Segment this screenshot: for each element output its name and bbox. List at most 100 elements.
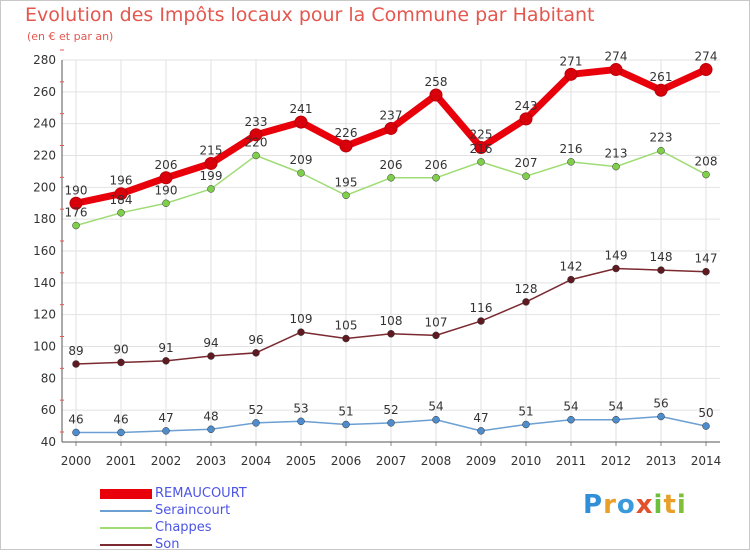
data-label-chappes: 208 [695, 155, 718, 169]
x-tick-label: 2009 [466, 454, 497, 468]
y-tick-label: 200 [33, 180, 56, 194]
data-point-chappes [522, 172, 530, 180]
y-tick-label: 160 [33, 244, 56, 258]
data-point-son [117, 358, 125, 367]
legend-label-seraincourt: Seraincourt [155, 503, 231, 518]
legend-label-chappes: Chappes [155, 520, 212, 535]
data-label-son: 94 [203, 336, 218, 350]
chart-subtitle: (en € et par an) [27, 30, 114, 43]
data-label-seraincourt: 47 [158, 411, 173, 425]
data-label-son: 105 [335, 319, 358, 333]
data-label-remaucourt: 274 [695, 50, 718, 64]
data-label-chappes: 223 [650, 131, 673, 145]
legend-swatch-chappes [100, 527, 152, 529]
data-label-seraincourt: 47 [473, 411, 488, 425]
data-label-son: 147 [695, 252, 718, 266]
data-point-son [342, 334, 350, 343]
data-label-chappes: 216 [560, 142, 583, 156]
data-label-remaucourt: 206 [155, 158, 178, 172]
data-point-remaucourt [654, 83, 668, 97]
data-point-remaucourt [159, 171, 173, 185]
data-point-son [432, 331, 440, 340]
legend-label-son: Son [155, 537, 180, 552]
data-point-remaucourt [114, 187, 128, 201]
data-point-seraincourt [72, 428, 80, 437]
legend-swatch-seraincourt [100, 510, 152, 512]
data-label-son: 96 [248, 333, 263, 347]
data-point-son [477, 317, 485, 325]
data-point-seraincourt [162, 427, 170, 435]
data-point-chappes [432, 174, 440, 182]
data-label-chappes: 220 [245, 136, 268, 150]
legend-swatch-remaucourt [100, 489, 152, 499]
data-label-chappes: 190 [155, 183, 178, 197]
data-point-seraincourt [567, 415, 575, 424]
data-label-son: 149 [605, 249, 628, 263]
data-point-seraincourt [117, 428, 125, 437]
y-tick-label: 40 [41, 435, 56, 449]
data-label-son: 89 [68, 344, 83, 358]
data-label-remaucourt: 196 [110, 174, 133, 188]
data-label-chappes: 216 [470, 142, 493, 156]
y-tick-label: 280 [33, 53, 56, 67]
data-point-remaucourt [609, 63, 623, 77]
y-tick-label: 80 [41, 371, 56, 385]
x-tick-label: 2012 [601, 454, 632, 468]
data-point-seraincourt [297, 417, 305, 426]
data-point-seraincourt [342, 420, 350, 429]
x-tick-label: 2005 [286, 454, 317, 468]
data-point-remaucourt [699, 63, 713, 77]
data-point-chappes [252, 151, 260, 160]
data-point-remaucourt [564, 67, 578, 81]
data-label-seraincourt: 51 [338, 404, 353, 418]
data-label-son: 108 [380, 314, 403, 328]
y-tick-label: 220 [33, 149, 56, 163]
data-point-chappes [117, 209, 125, 217]
x-tick-label: 2014 [691, 454, 722, 468]
data-point-remaucourt [519, 112, 533, 126]
y-tick-label: 120 [33, 308, 56, 322]
x-tick-label: 2001 [106, 454, 137, 468]
data-point-son [612, 264, 620, 273]
y-tick-label: 260 [33, 85, 56, 99]
data-label-son: 109 [290, 312, 313, 326]
data-point-chappes [657, 146, 665, 155]
data-label-seraincourt: 54 [608, 400, 623, 414]
x-tick-label: 2002 [151, 454, 182, 468]
data-point-chappes [387, 174, 395, 182]
data-label-seraincourt: 46 [68, 412, 83, 426]
data-label-remaucourt: 274 [605, 50, 628, 64]
x-tick-label: 2011 [556, 454, 587, 468]
y-tick-label: 100 [33, 340, 56, 354]
data-point-son [567, 275, 575, 284]
data-point-chappes [702, 170, 710, 179]
x-tick-label: 2008 [421, 454, 452, 468]
data-label-remaucourt: 241 [290, 102, 313, 116]
data-label-seraincourt: 53 [293, 401, 308, 415]
data-point-chappes [207, 185, 215, 193]
data-point-seraincourt [387, 419, 395, 427]
data-point-son [207, 352, 215, 360]
data-label-son: 90 [113, 342, 128, 356]
x-tick-label: 2007 [376, 454, 407, 468]
proxiti-logo: Proxiti [583, 490, 687, 520]
data-label-chappes: 184 [110, 193, 133, 207]
data-point-remaucourt [294, 115, 308, 129]
y-tick-label: 60 [41, 403, 56, 417]
data-point-remaucourt [204, 156, 218, 170]
data-label-remaucourt: 271 [560, 54, 583, 68]
data-label-seraincourt: 54 [428, 400, 443, 414]
data-label-chappes: 206 [425, 158, 448, 172]
data-label-son: 142 [560, 260, 583, 274]
data-point-son [657, 266, 665, 274]
data-point-seraincourt [207, 425, 215, 434]
data-label-remaucourt: 225 [470, 128, 493, 142]
x-tick-label: 2000 [61, 454, 92, 468]
data-point-chappes [162, 199, 170, 207]
y-tick-label: 180 [33, 212, 56, 226]
data-point-son [297, 328, 305, 336]
data-label-remaucourt: 243 [515, 99, 538, 113]
data-label-remaucourt: 233 [245, 115, 268, 129]
data-label-chappes: 176 [65, 206, 88, 220]
